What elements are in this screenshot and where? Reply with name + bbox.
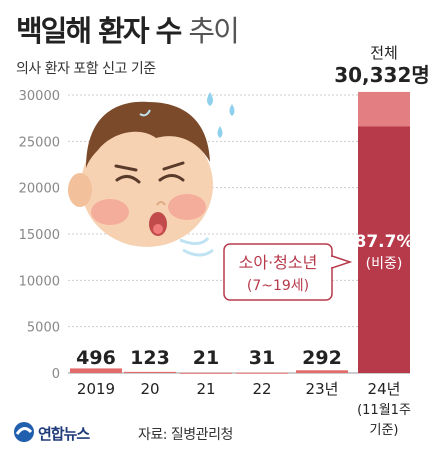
source-note: 자료: 질병관리청 [138,427,233,443]
data-label: 31 [249,347,275,369]
x-tick-sublabel: 기준) [370,423,399,438]
y-tick-label: 10000 [19,274,60,289]
x-tick-label: 2019 [77,380,115,398]
bar-21 [180,372,232,374]
callout-pointer [331,254,353,270]
y-tick-label: 25000 [19,135,60,150]
bar-2019 [70,368,122,373]
x-tick-label: 23년 [306,380,339,398]
share-label: 87.7% [355,232,414,252]
y-tick-label: 30000 [19,89,60,104]
data-label: 30,332명 [334,63,430,87]
y-tick-label: 5000 [27,321,60,336]
y-tick-label: 20000 [19,182,60,197]
total-caption: 전체 [370,44,398,62]
callout-title: 소아·청소년 [239,253,318,272]
page-subtitle: 의사 환자 포함 신고 기준 [16,61,156,77]
page-title: 백일해 환자 수 추이 [16,14,240,48]
bar-20 [124,371,176,373]
callout: 소아·청소년 (7~19세) [223,243,353,301]
sick-child-illustration [68,92,235,257]
bar-23년 [296,370,348,373]
callout-box [223,243,333,301]
data-label: 123 [130,347,170,369]
x-tick-label: 24년 [368,380,401,398]
bar-children-share [358,126,410,373]
bar-22 [236,372,288,374]
yonhap-logo: 연합뉴스 [12,420,132,446]
data-label: 496 [76,347,116,369]
x-tick-sublabel: (11월1주 [357,403,411,418]
y-tick-label: 15000 [19,228,60,243]
data-label: 292 [302,347,342,369]
callout-join [330,257,333,267]
x-tick-label: 20 [140,380,159,398]
share-note: (비중) [366,256,403,272]
y-tick-label: 0 [52,367,60,382]
callout-range: (7~19세) [247,278,309,294]
data-label: 21 [193,347,219,369]
x-tick-label: 22 [252,380,271,398]
x-tick-label: 21 [196,380,215,398]
